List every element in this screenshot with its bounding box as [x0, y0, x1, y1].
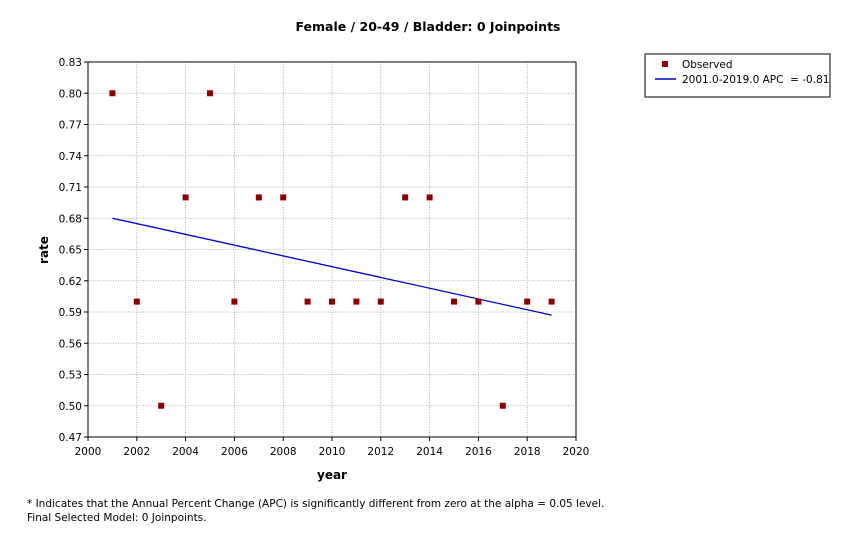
- y-tick-label: 0.71: [59, 182, 82, 194]
- x-tick-label: 2002: [123, 446, 150, 458]
- observed-point: [207, 90, 213, 97]
- y-tick-label: 0.62: [59, 276, 82, 288]
- observed-point: [524, 298, 531, 305]
- x-tick-label: 2016: [465, 446, 492, 458]
- observed-point: [109, 90, 116, 97]
- chart-title: Female / 20-49 / Bladder: 0 Joinpoints: [296, 19, 561, 34]
- y-tick-label: 0.50: [59, 401, 82, 413]
- x-axis-label: year: [317, 468, 347, 482]
- observed-point: [353, 298, 360, 305]
- footnote-apc: * Indicates that the Annual Percent Chan…: [27, 498, 605, 510]
- observed-point: [499, 402, 506, 409]
- y-tick-label: 0.65: [59, 245, 82, 257]
- legend: Observed 2001.0-2019.0 APC = -0.81: [644, 53, 831, 98]
- legend-label-trend: 2001.0-2019.0 APC = -0.81: [682, 74, 829, 86]
- grid-lines: [88, 62, 576, 437]
- observed-point: [133, 298, 140, 305]
- x-tick-label: 2012: [367, 446, 394, 458]
- y-tick-label: 0.53: [59, 370, 82, 382]
- y-tick-label: 0.80: [59, 88, 82, 100]
- x-tick-label: 2010: [319, 446, 346, 458]
- observed-point: [255, 194, 262, 201]
- observed-point: [377, 298, 384, 305]
- y-tick-label: 0.74: [59, 151, 83, 163]
- legend-label-observed: Observed: [682, 59, 733, 71]
- x-tick-label: 2006: [221, 446, 248, 458]
- legend-box: [644, 53, 831, 98]
- x-tick-label: 2004: [172, 446, 199, 458]
- observed-point: [280, 194, 287, 201]
- observed-point: [329, 298, 335, 305]
- y-tick-label: 0.77: [59, 120, 82, 132]
- legend-marker-observed: [662, 61, 668, 67]
- observed-point: [475, 298, 482, 305]
- observed-point: [182, 194, 189, 201]
- observed-points: [109, 90, 555, 409]
- y-tick-label: 0.68: [59, 213, 82, 225]
- observed-point: [304, 298, 311, 305]
- y-axis-ticks: 0.47 0.50 0.53 0.56 0.59 0.62 0.65 0.68 0.71 0.74…: [59, 57, 88, 444]
- y-axis-label: rate: [37, 236, 51, 264]
- x-tick-label: 2018: [514, 446, 541, 458]
- observed-point: [231, 298, 238, 305]
- observed-point: [402, 194, 409, 201]
- x-tick-label: 2008: [270, 446, 297, 458]
- x-tick-label: 2020: [563, 446, 590, 458]
- observed-point: [158, 402, 165, 409]
- y-tick-label: 0.83: [59, 57, 82, 69]
- observed-point: [548, 298, 555, 305]
- y-tick-label: 0.59: [59, 307, 82, 319]
- x-tick-label: 2014: [416, 446, 443, 458]
- y-tick-label: 0.56: [59, 338, 83, 350]
- footnote-model: Final Selected Model: 0 Joinpoints.: [27, 512, 207, 524]
- x-tick-label: 2000: [75, 446, 102, 458]
- observed-point: [426, 194, 433, 201]
- observed-point: [451, 298, 457, 305]
- y-tick-label: 0.47: [59, 432, 82, 444]
- x-axis-ticks: 2000 2002 2004 2006 2008 2010 2012 2014 2016 2018…: [75, 437, 590, 458]
